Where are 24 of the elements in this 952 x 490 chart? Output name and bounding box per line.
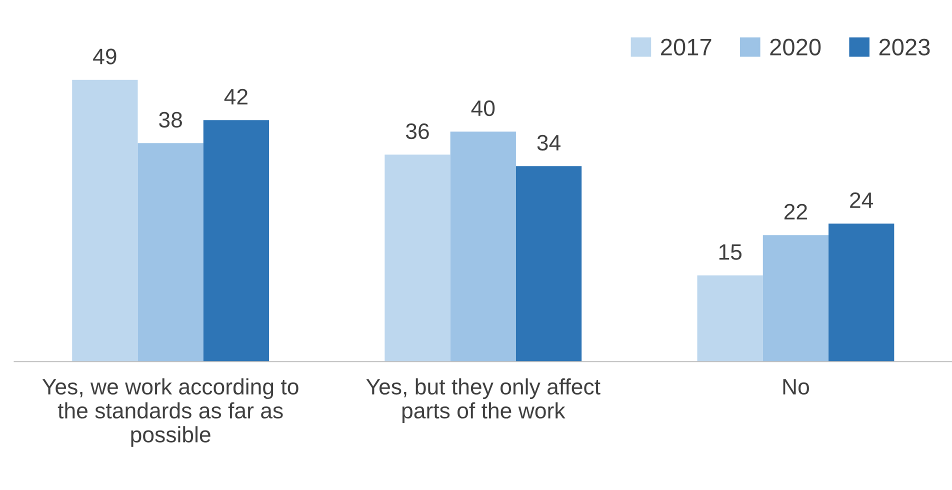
- legend-label: 2023: [879, 38, 930, 56]
- bar: [516, 166, 582, 362]
- bar: [384, 154, 450, 362]
- bar: [828, 224, 894, 362]
- bar: [762, 235, 829, 362]
- data-label: 36: [406, 123, 429, 140]
- x-tick-label: No: [783, 379, 809, 395]
- legend-label: 2020: [770, 38, 821, 56]
- bar: [72, 80, 138, 362]
- data-label: 38: [159, 112, 182, 128]
- bar: [697, 275, 763, 362]
- bar: [203, 120, 270, 362]
- legend-label: 2017: [661, 38, 712, 56]
- data-label: 24: [850, 192, 874, 208]
- data-label: 49: [93, 48, 116, 64]
- data-label: 40: [471, 100, 495, 116]
- bar: [138, 143, 204, 362]
- x-tick-label: Yes, we work according to the standards as far as possible: [42, 378, 298, 447]
- x-tick-label: Yes, but they only affect parts of the work: [366, 378, 600, 423]
- data-label: 15: [719, 244, 742, 260]
- bar: [450, 132, 516, 362]
- data-label: 22: [784, 204, 807, 220]
- data-label: 42: [224, 88, 248, 104]
- data-label: 34: [537, 134, 560, 151]
